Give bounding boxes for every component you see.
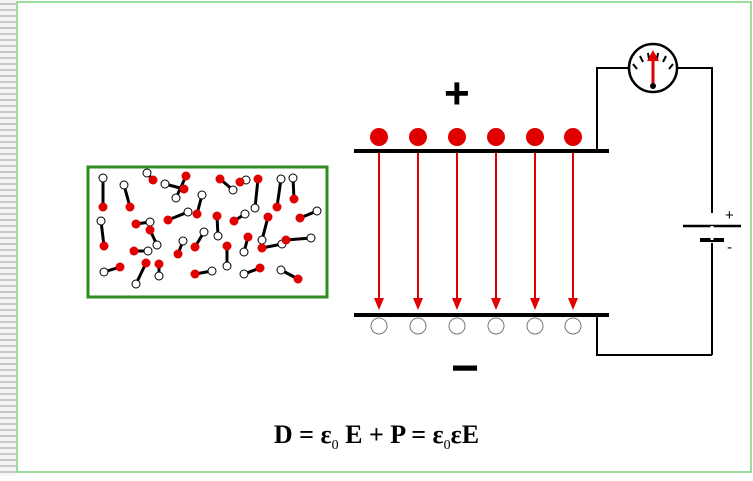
dipole-icon	[250, 174, 263, 213]
dipole-icon	[131, 258, 151, 289]
formula-subscript-0-2: 0	[443, 438, 451, 454]
dipole-icon	[119, 180, 135, 212]
dipole-icon	[190, 227, 209, 252]
dipole-icon	[235, 175, 251, 187]
field-arrow	[568, 153, 578, 310]
circuit-wire	[596, 67, 713, 356]
formula-P: P	[390, 420, 405, 449]
dipole-icon	[154, 259, 164, 281]
dipole-icon	[160, 179, 189, 194]
dipole-icon	[173, 236, 188, 259]
positive-charge	[564, 128, 582, 146]
formula-epsilon-2: ε	[432, 420, 444, 449]
dipole-icon	[163, 207, 193, 225]
positive-charge	[370, 128, 388, 146]
battery-minus-sign: -	[727, 239, 732, 256]
negative-charge	[564, 317, 582, 335]
negative-charge	[370, 317, 388, 335]
formula-epsilon-E: εE	[450, 420, 480, 449]
formula-epsilon: ε	[320, 420, 332, 449]
positive-charge	[487, 128, 505, 146]
formula-subscript-0: 0	[331, 438, 339, 454]
negative-charge	[487, 317, 505, 335]
field-arrow	[374, 153, 384, 310]
formula-D: D	[273, 420, 293, 449]
dipole-icon	[145, 225, 162, 250]
dipole-icon	[229, 209, 250, 226]
negative-charge	[448, 317, 466, 335]
dipole-icon	[98, 173, 108, 212]
negative-charge	[409, 317, 427, 335]
dipole-icon	[257, 239, 287, 253]
dipole-icon	[239, 263, 265, 279]
dipole-icon	[295, 206, 322, 223]
dipole-icon	[288, 173, 299, 204]
dipole-icon	[239, 232, 253, 257]
field-arrow-group	[374, 153, 578, 310]
dipole-icon	[142, 168, 158, 185]
dipole-icon	[281, 233, 316, 245]
formula-plus: +	[362, 420, 391, 449]
positive-charge	[448, 128, 466, 146]
battery-icon	[683, 224, 741, 242]
voltmeter-icon	[627, 42, 679, 94]
positive-charge	[409, 128, 427, 146]
dipole-icon	[222, 241, 232, 271]
dipole-icon	[272, 174, 286, 212]
negative-charge	[526, 317, 544, 335]
dipole-icon	[212, 211, 223, 241]
formula-equals-1: =	[292, 420, 321, 449]
field-arrow	[491, 153, 501, 310]
slide-frame	[16, 1, 752, 473]
plate-minus-sign: −	[451, 342, 480, 395]
plate-plus-sign: +	[444, 69, 470, 118]
field-arrow	[413, 153, 423, 310]
positive-charge	[526, 128, 544, 146]
formula: D = ε0 E + P = ε0εE	[0, 420, 753, 461]
dipole-icon	[192, 190, 207, 219]
formula-E: E	[345, 420, 363, 449]
dipole-icon	[215, 174, 238, 195]
dipole-icon	[276, 265, 303, 284]
battery-plus-sign: +	[725, 207, 734, 224]
left-stripe-margin	[0, 0, 16, 476]
dipole-icon	[96, 216, 109, 251]
field-arrow	[530, 153, 540, 310]
dipole-icon	[190, 266, 217, 279]
formula-equals-2: =	[404, 420, 433, 449]
field-arrow	[452, 153, 462, 310]
charge-group	[370, 128, 582, 335]
dipole-icon	[99, 262, 125, 277]
dipole-group	[96, 168, 322, 289]
dipole-icon	[129, 246, 153, 256]
